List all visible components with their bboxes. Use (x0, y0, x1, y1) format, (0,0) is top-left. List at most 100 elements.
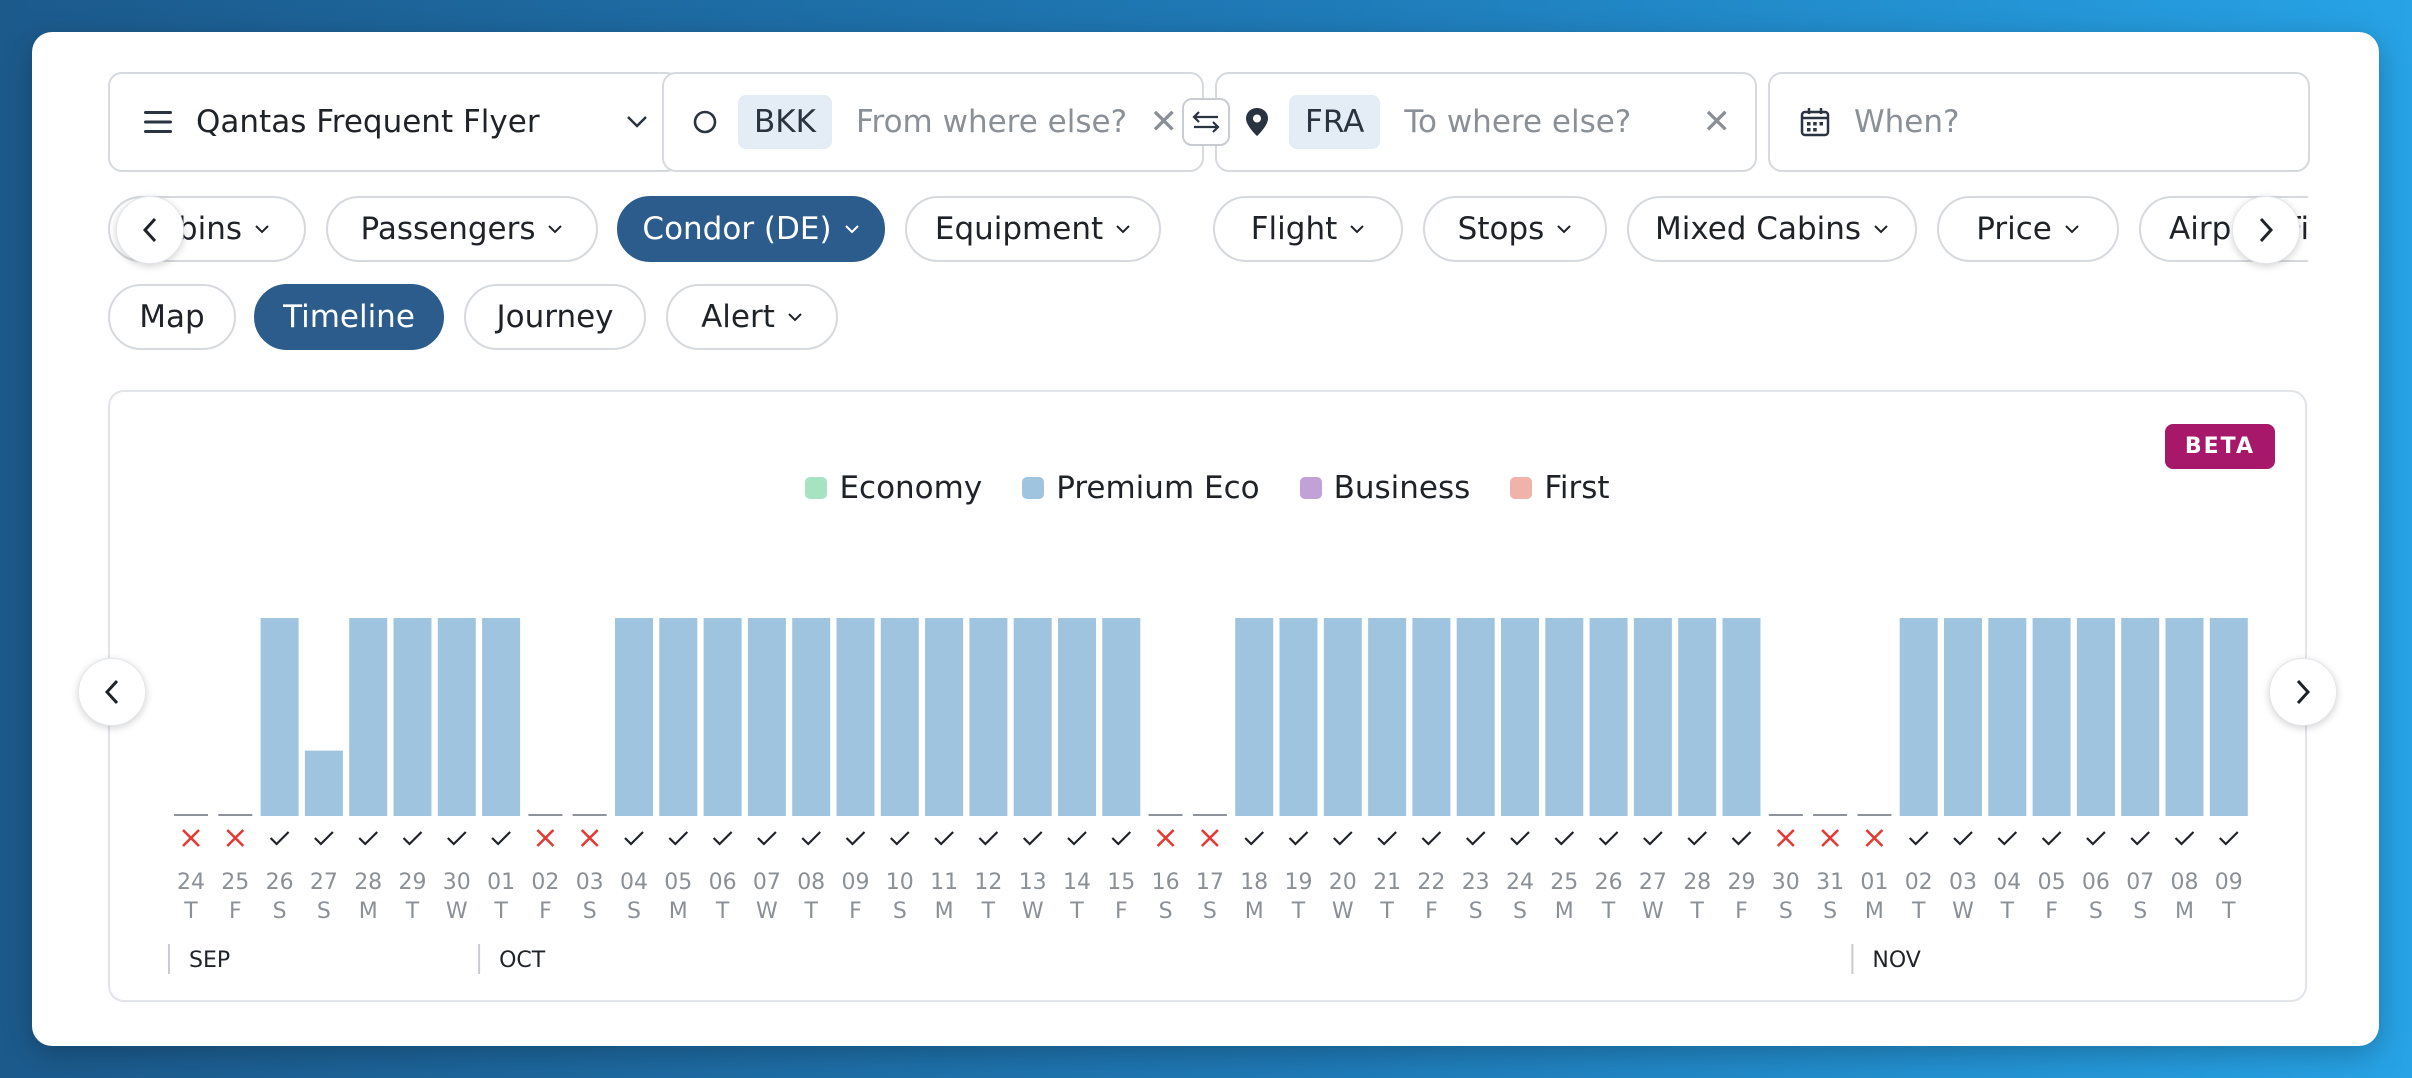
bar[interactable] (925, 618, 964, 816)
date-field[interactable]: When? (1768, 72, 2310, 172)
filter-chip-row[interactable]: Cabins Passengers Condor (DE) Equipment … (108, 196, 2308, 266)
view-map-button[interactable]: Map (108, 284, 236, 350)
legend-item-economy[interactable]: Economy (805, 470, 982, 506)
check-icon (1022, 831, 1043, 846)
bar[interactable] (1722, 618, 1761, 816)
bar[interactable] (1013, 618, 1052, 816)
bar[interactable] (1988, 618, 2027, 816)
view-toggle-row[interactable]: Map Timeline Journey Alert (108, 284, 2308, 354)
beta-badge: BETA (2164, 424, 2275, 469)
destination-code-chip[interactable]: FRA (1289, 95, 1381, 149)
bar[interactable] (260, 618, 299, 816)
day-number-label: 19 (1285, 870, 1313, 895)
weekday-label: T (981, 899, 996, 924)
day-number-label: 04 (620, 870, 648, 895)
bar[interactable] (1279, 618, 1318, 816)
bar[interactable] (615, 618, 653, 816)
bar[interactable] (482, 618, 521, 816)
bar[interactable] (1944, 618, 1982, 816)
swap-button[interactable] (1182, 98, 1230, 146)
filter-chip-price[interactable]: Price (1937, 196, 2119, 262)
chevron-down-icon (1350, 225, 1364, 234)
bar[interactable] (880, 618, 919, 816)
bar[interactable] (1456, 618, 1495, 816)
bar[interactable] (659, 618, 698, 816)
filter-chip-mixed-cabins[interactable]: Mixed Cabins (1627, 196, 1917, 262)
check-icon (1997, 831, 2018, 846)
day-number-label: 02 (1905, 870, 1933, 895)
bar[interactable] (437, 618, 476, 816)
bar[interactable] (1102, 618, 1141, 816)
legend-item-premium-eco[interactable]: Premium Eco (1022, 470, 1260, 506)
chips-scroll-left-button[interactable] (116, 196, 184, 264)
bar[interactable] (349, 618, 388, 816)
bar[interactable] (1545, 618, 1584, 816)
bar[interactable] (1058, 618, 1096, 816)
bar[interactable] (747, 618, 786, 816)
filter-chip-label: Passengers (360, 211, 536, 247)
bar[interactable] (1501, 618, 1539, 816)
bar[interactable] (2209, 618, 2248, 816)
cross-icon (1865, 829, 1884, 847)
bar[interactable] (2076, 618, 2115, 816)
weekday-label: T (803, 899, 818, 924)
bar[interactable] (2165, 618, 2204, 816)
weekday-label: T (1291, 899, 1306, 924)
origin-placeholder[interactable]: From where else? (855, 104, 1128, 140)
filter-chip-airline[interactable]: Condor (DE) (617, 196, 885, 262)
weekday-label: M (1865, 899, 1884, 924)
bar[interactable] (1368, 618, 1407, 816)
legend-swatch (805, 477, 828, 499)
timeline-next-button[interactable] (2269, 658, 2337, 726)
origin-code-chip[interactable]: BKK (738, 95, 832, 149)
bar[interactable] (969, 618, 1008, 816)
destination-placeholder[interactable]: To where else? (1404, 104, 1632, 140)
day-number-label: 26 (266, 870, 294, 895)
bar[interactable] (1899, 618, 1938, 816)
check-icon (668, 831, 689, 846)
bar[interactable] (1633, 618, 1672, 816)
day-number-label: 08 (797, 870, 825, 895)
bar[interactable] (393, 618, 432, 816)
legend-item-first[interactable]: First (1510, 470, 1610, 506)
bar[interactable] (304, 750, 343, 816)
weekday-label: S (627, 899, 641, 924)
chevron-down-icon (627, 116, 647, 128)
destination-field[interactable]: FRA To where else? ✕ (1215, 72, 1757, 172)
bar[interactable] (1323, 618, 1362, 816)
filter-chip-stops[interactable]: Stops (1423, 196, 1607, 262)
check-icon (978, 831, 999, 846)
date-placeholder[interactable]: When? (1854, 104, 1960, 140)
timeline-prev-button[interactable] (78, 658, 146, 726)
cross-icon (226, 829, 245, 847)
check-icon (1953, 831, 1973, 846)
view-timeline-button[interactable]: Timeline (254, 284, 444, 350)
view-journey-button[interactable]: Journey (464, 284, 646, 350)
program-select[interactable]: Qantas Frequent Flyer (108, 72, 680, 172)
weekday-label: S (893, 899, 907, 924)
bar[interactable] (1589, 618, 1628, 816)
view-label: Journey (496, 299, 614, 335)
weekday-label: T (1689, 899, 1704, 924)
bar[interactable] (2032, 618, 2071, 816)
weekday-label: T (1601, 899, 1616, 924)
bar[interactable] (1678, 618, 1717, 816)
clear-origin-icon[interactable]: ✕ (1149, 102, 1179, 142)
bar[interactable] (2121, 618, 2160, 816)
origin-field[interactable]: BKK From where else? ✕ (662, 72, 1204, 172)
bar[interactable] (792, 618, 831, 816)
filter-chip-flight[interactable]: Flight (1213, 196, 1403, 262)
chips-scroll-right-button[interactable] (2232, 196, 2300, 264)
clear-destination-icon[interactable]: ✕ (1702, 102, 1732, 142)
bar[interactable] (1235, 618, 1274, 816)
check-icon (1377, 831, 1397, 846)
bar[interactable] (836, 618, 875, 816)
filter-chip-passengers[interactable]: Passengers (326, 196, 598, 262)
check-icon (1731, 831, 1752, 846)
legend-item-business[interactable]: Business (1299, 470, 1470, 506)
filter-chip-equipment[interactable]: Equipment (905, 196, 1161, 262)
alert-button[interactable]: Alert (666, 284, 838, 350)
bar[interactable] (703, 618, 742, 816)
bar[interactable] (1412, 618, 1451, 816)
weekday-label: M (2175, 899, 2194, 924)
